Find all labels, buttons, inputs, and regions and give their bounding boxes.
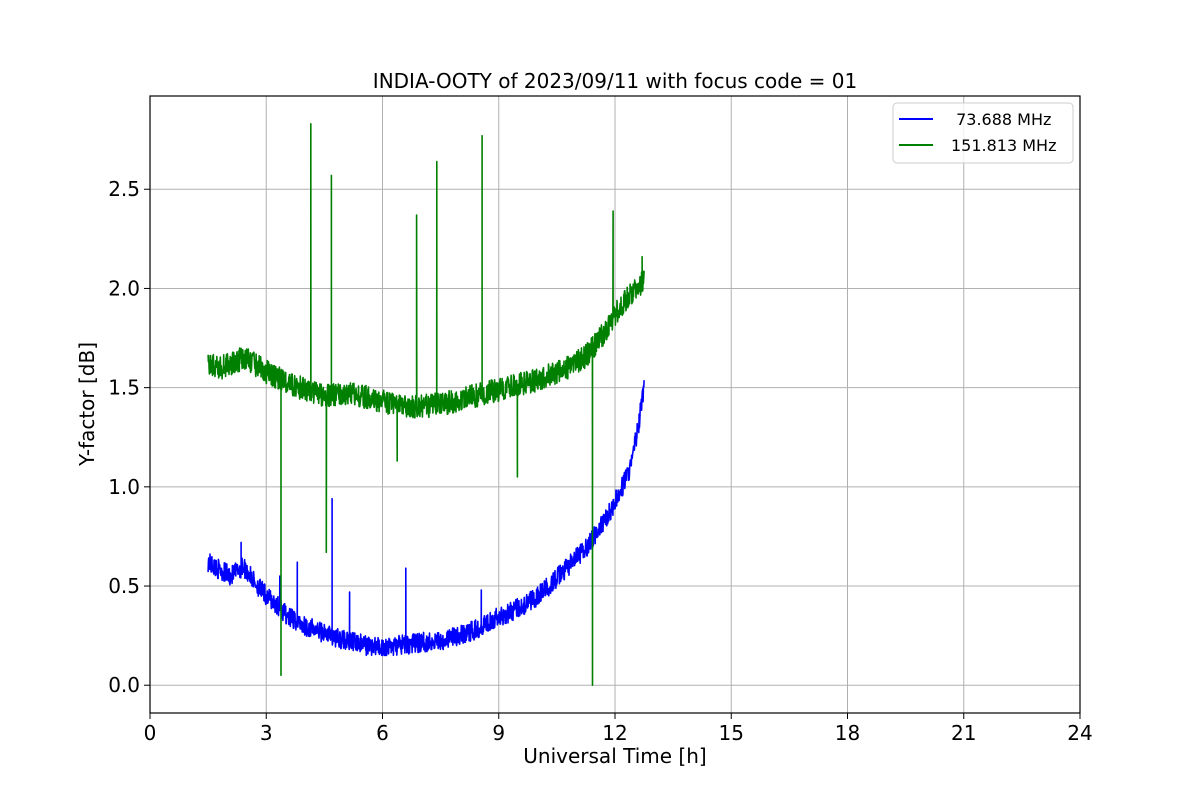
x-tick-label: 12	[602, 721, 627, 745]
x-axis-ticks: 0 3 6 9 12 15 18 21 24	[144, 713, 1093, 745]
y-tick-label: 0.0	[108, 673, 140, 697]
legend: 73.688 MHz 151.813 MHz	[892, 102, 1074, 164]
x-tick-label: 6	[376, 721, 389, 745]
y-tick-label: 0.5	[108, 574, 140, 598]
x-tick-label: 18	[835, 721, 860, 745]
y-tick-label: 1.5	[108, 376, 140, 400]
legend-box	[892, 102, 1074, 164]
chart-title: INDIA-OOTY of 2023/09/11 with focus code…	[373, 69, 857, 93]
y-tick-label: 1.0	[108, 475, 140, 499]
y-axis-ticks: 0.0 0.5 1.0 1.5 2.0 2.5	[108, 177, 150, 697]
legend-label-151mhz: 151.813 MHz	[951, 136, 1056, 155]
x-axis-label: Universal Time [h]	[523, 744, 706, 768]
legend-label-73mhz: 73.688 MHz	[951, 110, 1051, 129]
x-tick-label: 24	[1067, 721, 1092, 745]
x-tick-label: 0	[144, 721, 157, 745]
x-tick-label: 21	[951, 721, 976, 745]
y-axis-label: Y-factor [dB]	[75, 342, 99, 467]
y-tick-label: 2.0	[108, 276, 140, 300]
series-line-151mhz	[207, 123, 645, 686]
y-tick-label: 2.5	[108, 177, 140, 201]
x-tick-label: 15	[719, 721, 744, 745]
x-tick-label: 9	[492, 721, 505, 745]
x-tick-label: 3	[260, 721, 273, 745]
plot-series	[207, 123, 645, 686]
